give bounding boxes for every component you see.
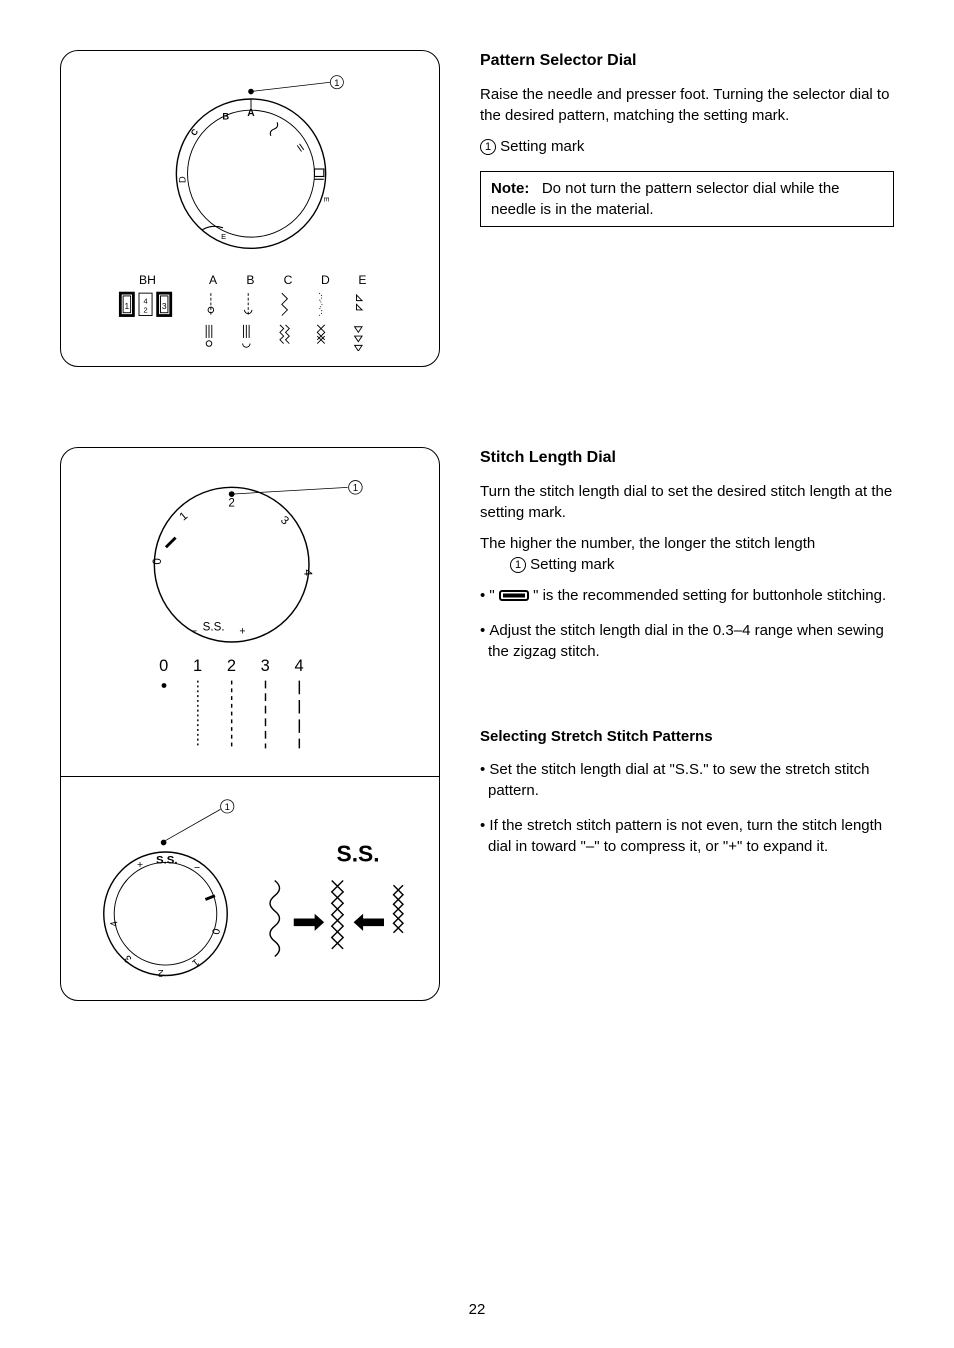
callout-label: Setting mark <box>500 138 584 155</box>
zigzag-range-bullet: • Adjust the stitch length dial in the 0… <box>488 620 894 662</box>
svg-text:−: − <box>194 863 200 874</box>
pattern-selector-heading: Pattern Selector Dial <box>480 50 894 72</box>
svg-text:2: 2 <box>228 497 234 510</box>
svg-text:S.S.: S.S. <box>156 854 178 866</box>
pattern-dial-svg: 1 A B C E D <box>81 71 421 351</box>
svg-text:2: 2 <box>158 967 164 978</box>
svg-text:+: + <box>239 625 245 637</box>
callout-number-icon: 1 <box>510 557 526 573</box>
svg-text:B: B <box>246 273 254 287</box>
svg-text:1: 1 <box>177 509 190 523</box>
svg-text:BH: BH <box>139 273 156 287</box>
callout-label: Setting mark <box>530 556 614 573</box>
stitch-length-para1: Turn the stitch length dial to set the d… <box>480 481 894 523</box>
svg-text:1: 1 <box>193 657 202 675</box>
svg-text:1: 1 <box>125 301 130 311</box>
svg-text:0: 0 <box>159 657 168 675</box>
svg-text:A: A <box>209 273 218 287</box>
svg-text:C: C <box>284 273 293 287</box>
stitch-length-figure: 1 1 2 3 4 0 S.S. − + 0 1 2 3 4 <box>60 447 440 1001</box>
note-box: Note: Do not turn the pattern selector d… <box>480 171 894 227</box>
svg-text:3: 3 <box>162 301 167 311</box>
svg-text:3: 3 <box>278 514 291 528</box>
bh-bullet-pre: " <box>489 587 499 604</box>
stretch-stitch-heading: Selecting Stretch Stitch Patterns <box>480 726 894 747</box>
svg-text:4: 4 <box>301 569 314 576</box>
svg-text:1: 1 <box>353 483 358 494</box>
bh-bullet-post: " is the recommended setting for buttonh… <box>529 587 886 604</box>
svg-text:D: D <box>178 176 188 183</box>
pattern-selector-text: Pattern Selector Dial Raise the needle a… <box>480 50 894 367</box>
svg-text:4: 4 <box>143 296 147 305</box>
svg-text:0: 0 <box>209 927 221 935</box>
ss-dial-svg: 1 + S.S. − 0 1 2 3 4 S.S. <box>81 795 421 985</box>
figure-divider <box>61 776 439 777</box>
ss-bullet-2: • If the stretch stitch pattern is not e… <box>488 815 894 857</box>
pattern-selector-para: Raise the needle and presser foot. Turni… <box>480 84 894 126</box>
svg-text:0: 0 <box>151 558 164 564</box>
svg-text:S.S.: S.S. <box>203 620 225 633</box>
svg-text:1: 1 <box>225 802 230 813</box>
svg-text:−: − <box>191 625 197 637</box>
svg-text:+: + <box>137 860 143 871</box>
page-number: 22 <box>0 1301 954 1318</box>
stitch-length-text: Stitch Length Dial Turn the stitch lengt… <box>480 447 894 1001</box>
svg-text:2: 2 <box>143 306 147 315</box>
svg-text:C: C <box>188 127 200 138</box>
stitch-length-para2: The higher the number, the longer the st… <box>480 533 894 554</box>
pattern-selector-figure: 1 A B C E D <box>60 50 440 367</box>
note-text: Do not turn the pattern selector dial wh… <box>491 180 840 218</box>
stitch-length-heading: Stitch Length Dial <box>480 447 894 469</box>
svg-text:2: 2 <box>227 657 236 675</box>
svg-text:E: E <box>221 232 226 241</box>
stitch-length-callout: 1 Setting mark <box>510 554 894 575</box>
svg-text:B: B <box>222 112 229 122</box>
svg-text:4: 4 <box>295 657 304 675</box>
note-label: Note: <box>491 180 529 197</box>
buttonhole-icon <box>499 589 529 603</box>
svg-text:E: E <box>358 273 366 287</box>
pattern-selector-section: 1 A B C E D <box>60 50 894 367</box>
svg-text:S.S.: S.S. <box>337 841 380 867</box>
callout-number-icon: 1 <box>480 139 496 155</box>
stitch-dial-svg: 1 1 2 3 4 0 S.S. − + 0 1 2 3 4 <box>81 468 421 758</box>
bh-setting-bullet: • " " is the recommended setting for but… <box>488 585 894 606</box>
stitch-length-section: 1 1 2 3 4 0 S.S. − + 0 1 2 3 4 <box>60 447 894 1001</box>
svg-text:D: D <box>321 273 330 287</box>
svg-text:3: 3 <box>261 657 270 675</box>
ss-bullet-1: • Set the stitch length dial at "S.S." t… <box>488 759 894 801</box>
svg-text:3: 3 <box>123 952 135 964</box>
svg-text:E: E <box>322 197 331 202</box>
pattern-selector-callout: 1 Setting mark <box>480 136 894 157</box>
svg-text:4: 4 <box>109 920 121 928</box>
svg-text:1: 1 <box>334 78 339 88</box>
